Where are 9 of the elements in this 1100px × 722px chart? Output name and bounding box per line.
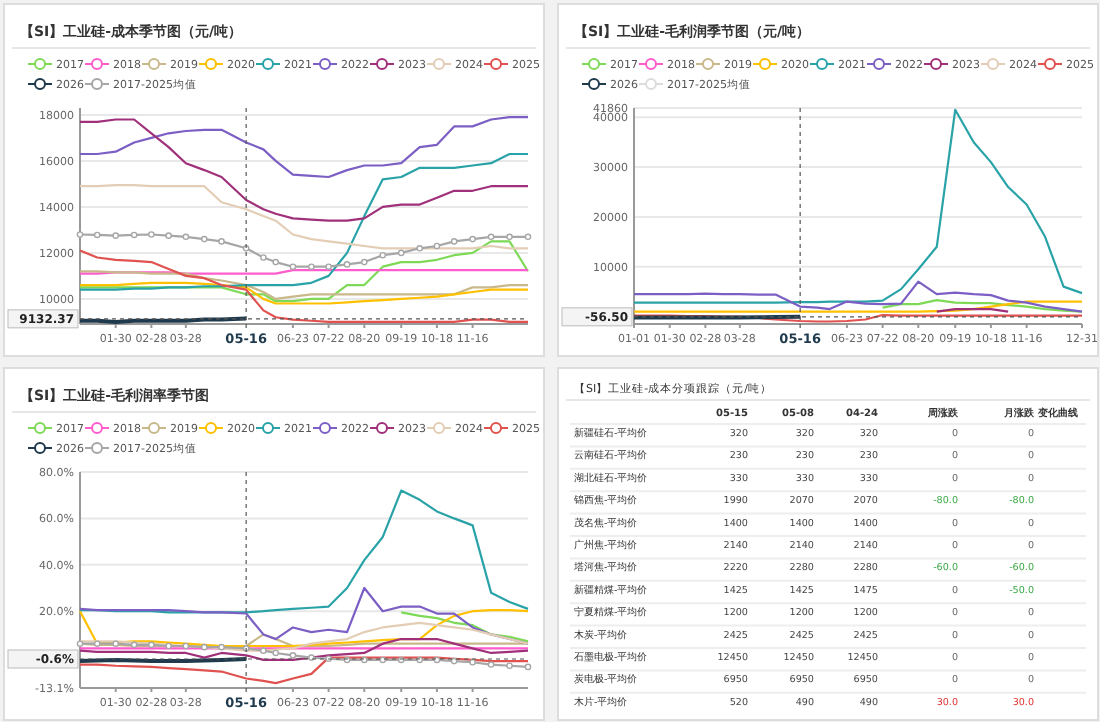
line-series <box>78 116 530 179</box>
line-series <box>400 611 530 643</box>
line-series <box>78 152 530 291</box>
line-series <box>632 108 1084 304</box>
line-series <box>78 489 530 614</box>
line-series <box>78 118 530 222</box>
line-series <box>78 270 530 300</box>
line-series <box>632 280 1084 313</box>
line-series <box>78 281 530 305</box>
